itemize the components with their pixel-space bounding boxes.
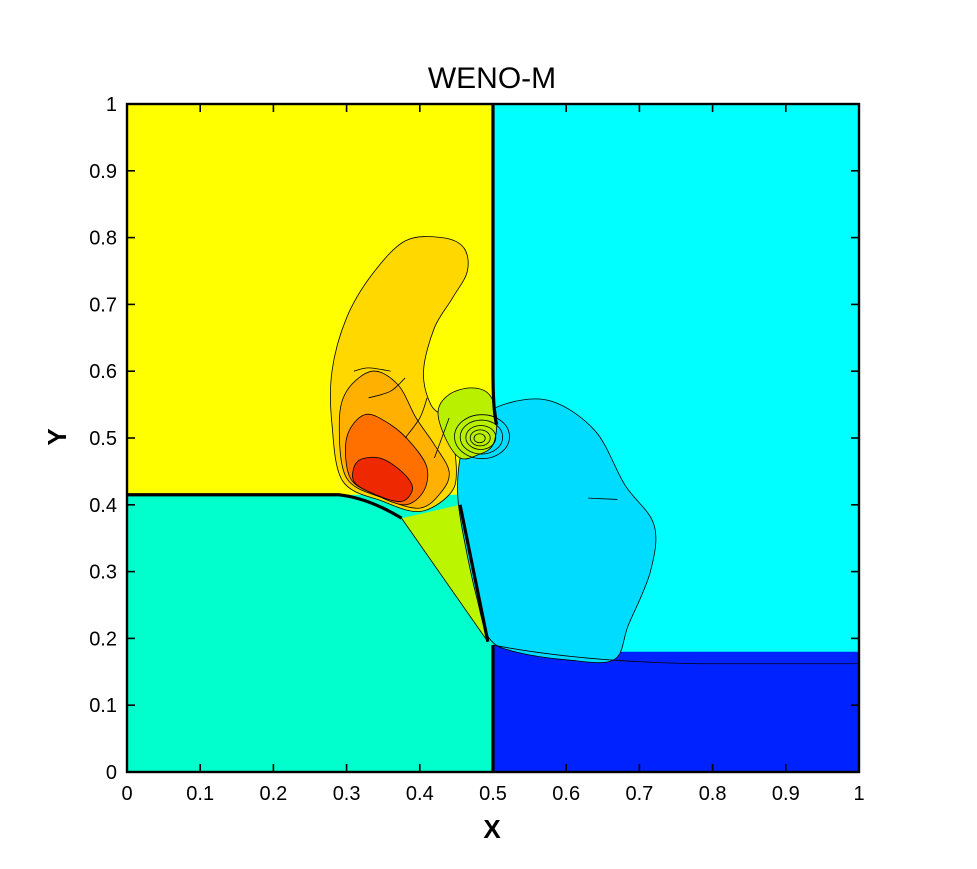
x-tick-label: 1 [853,783,864,805]
x-tick-label: 0.2 [259,783,287,805]
lower-right-shocked-region [493,645,859,772]
vortex-ring [473,433,486,444]
y-tick-label: 0.1 [89,695,117,717]
mushroom-contour-mid [338,370,450,509]
mushroom-contour-max [352,456,413,503]
bubble-protrusion [588,497,618,500]
mushroom-striation [353,367,391,372]
x-tick-label: 0.3 [333,783,361,805]
x-tick-label: 0.7 [625,783,653,805]
y-tick-label: 0.8 [89,228,117,250]
right-bubble [457,398,656,663]
vortex-ring [459,419,504,455]
vortex-ring [469,429,491,447]
x-tick-label: 0.6 [552,783,580,805]
vortex-ring [454,414,510,460]
x-tick-labels: 0 0.1 0.2 0.3 0.4 0.5 0.6 0.7 0.8 0.9 1 [121,783,864,805]
right-bubble-contour [457,398,657,664]
x-tick-label: 0.8 [699,783,727,805]
shock-contact-line [458,504,490,643]
x-tick-label: 0.1 [186,783,214,805]
x-tick-label: 0.9 [772,783,800,805]
y-tick-label: 0.4 [89,495,117,517]
y-axis-label: Y [42,428,72,445]
mushroom-striation [434,417,450,459]
shock-lower-right [492,644,859,665]
density-field [125,102,861,774]
y-tick-label: 1 [106,94,117,116]
x-tick-label: 0 [121,783,132,805]
y-tick-label: 0.9 [89,161,117,183]
mushroom-striation [404,397,428,439]
y-tick-label: 0.2 [89,628,117,650]
triangle-edge [401,517,489,642]
chart-title: WENO-M [428,62,556,95]
y-tick-label: 0.6 [89,361,117,383]
y-tick-label: 0 [106,762,117,784]
vortex-contour-outer [437,387,498,460]
mushroom-striation [368,377,406,399]
x-tick-label: 0.4 [406,783,434,805]
shock-upper-vertical [491,104,499,426]
shock-left-horizontal [127,493,403,520]
y-tick-label: 0.3 [89,562,117,584]
y-tick-label: 0.7 [89,294,117,316]
mushroom-contour-outer [329,236,469,512]
y-tick-label: 0.5 [89,428,117,450]
vortex-region [438,387,497,459]
x-tick-label: 0.5 [479,783,507,805]
mushroom-contour-hot [345,413,429,506]
y-tick-labels: 0 0.1 0.2 0.3 0.4 0.5 0.6 0.7 0.8 0.9 1 [89,94,117,784]
x-axis-label: X [483,814,501,844]
axis-ticks [126,103,860,773]
vortex-ring [465,425,497,450]
